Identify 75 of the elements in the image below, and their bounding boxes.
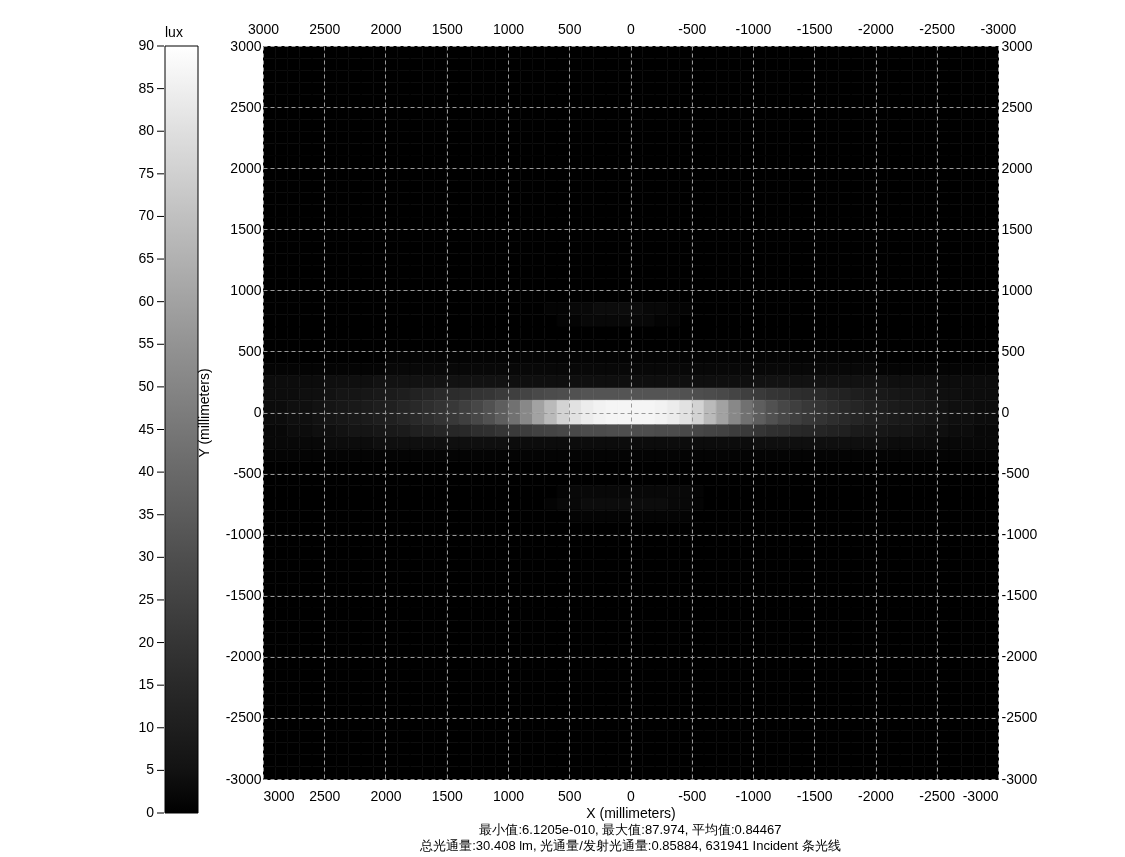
y2-tick-label: 3000 [1001,37,1033,54]
y2-tick-label: -2000 [1001,648,1038,665]
color-bar-label: 15 [138,676,155,693]
x-tick-label: -2500 [919,787,956,804]
color-bar-label: 0 [146,804,155,820]
x-axis-title: X (millimeters) [586,804,676,821]
y2-tick-label: 2500 [1001,98,1033,115]
color-bar-label: 20 [138,633,155,650]
x2-tick-label: 2000 [370,20,402,37]
y-tick-label: 1000 [230,281,262,298]
x-tick-label: -3000 [962,787,999,804]
x-tick-label: 3000 [263,787,295,804]
color-bar-label: 70 [138,207,155,224]
color-bar-label: 10 [138,718,155,735]
y-tick-label: 500 [238,342,262,359]
x-tick-label: -2000 [858,787,895,804]
y-tick-label: -3000 [225,770,262,787]
y-tick-label: -500 [233,465,262,482]
x-tick-label: 500 [558,787,582,804]
color-bar-label: 40 [138,463,155,480]
color-bar-label: 45 [138,420,155,437]
x-tick-label: 1000 [492,787,525,804]
y-tick-label: 3000 [230,37,262,54]
color-bar-label: 60 [138,292,155,309]
x-tick-label: 0 [627,787,636,804]
x2-tick-label: -2000 [858,20,895,37]
color-bar-label: 55 [138,335,155,352]
x-tick-label: -1500 [796,787,833,804]
x-tick-label: -500 [678,787,707,804]
color-bar-label: 75 [138,164,155,181]
x2-tick-label: 2500 [309,20,341,37]
x-tick-label: 2000 [370,787,402,804]
color-bar-label: 65 [138,250,155,267]
x-tick-label: -1000 [735,787,772,804]
y-axis-title: Y (millimeters) [195,368,212,458]
x2-tick-label: 1000 [492,20,525,37]
y2-tick-label: -1000 [1001,526,1038,543]
x2-tick-label: 1500 [431,20,464,37]
text: 总光通量:30.408 lm, 光通量/发射光通量:0.85884, 631941 Incident 条光线 [419,838,841,853]
color-bar-label: 35 [138,505,155,522]
text: 最小值:6.1205e-010, 最大值:87.974, 平均值:0.84467 [479,822,782,837]
y2-tick-label: 500 [1001,342,1026,359]
x2-tick-label: 500 [558,20,582,37]
color-bar-label: 80 [138,122,155,139]
y-tick-label: -2500 [225,709,262,726]
color-bar-title: lux [165,24,183,40]
y2-tick-label: -3000 [1001,770,1038,787]
x2-tick-label: 0 [627,20,636,37]
color-bar-label: 85 [138,79,155,96]
y-tick-label: 0 [253,404,262,420]
y-tick-label: 1500 [230,220,262,237]
color-bar-label: 5 [146,761,155,778]
x2-tick-label: -1500 [796,20,833,37]
y2-tick-label: 1000 [1001,281,1033,298]
y-tick-label: -1000 [225,526,262,543]
x2-tick-label: -3000 [980,20,1017,37]
y2-tick-label: -500 [1001,465,1030,482]
y-tick-label: -1500 [225,587,262,604]
y2-tick-label: 0 [1001,404,1010,420]
color-bar-label: 25 [138,590,155,607]
y2-tick-label: 2000 [1001,159,1033,176]
y2-tick-label: -1500 [1001,587,1038,604]
x2-tick-label: -2500 [919,20,956,37]
y-tick-label: 2000 [230,159,262,176]
y2-tick-label: -2500 [1001,709,1038,726]
x-tick-label: 1500 [431,787,464,804]
y-tick-label: -2000 [225,648,262,665]
color-bar-label: 30 [138,548,155,565]
x-tick-label: 2500 [309,787,341,804]
color-bar-label: 90 [138,37,155,53]
color-bar-label: 50 [138,377,155,394]
y2-tick-label: 1500 [1001,220,1033,237]
x2-tick-label: -500 [678,20,707,37]
y-tick-label: 2500 [230,98,262,115]
x2-tick-label: -1000 [735,20,772,37]
